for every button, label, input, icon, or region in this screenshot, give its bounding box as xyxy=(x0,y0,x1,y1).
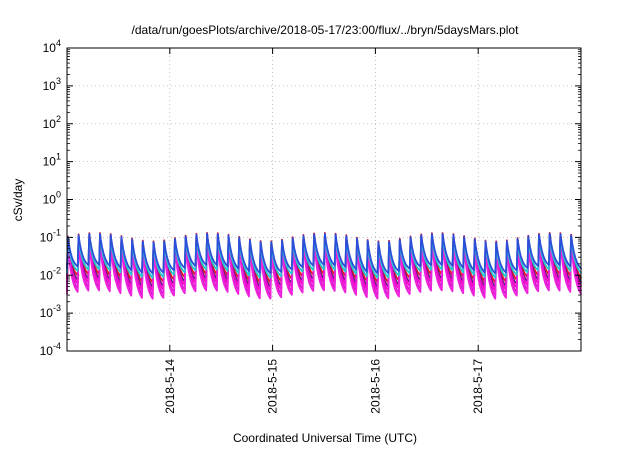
y-tick-label: 103 xyxy=(43,76,61,93)
y-tick-label: 10-1 xyxy=(40,227,61,244)
grid-layer xyxy=(67,48,581,351)
x-tick-label: 2018-5-14 xyxy=(163,359,177,414)
x-tick-label: 2018-5-15 xyxy=(266,359,280,414)
x-axis-title: Coordinated Universal Time (UTC) xyxy=(233,431,417,445)
series-layer xyxy=(66,232,582,300)
y-axis-title: cSv/day xyxy=(11,179,25,222)
y-tick-label: 101 xyxy=(43,152,61,169)
x-tick-label: 2018-5-16 xyxy=(368,359,382,414)
chart-title: /data/run/goesPlots/archive/2018-05-17/2… xyxy=(132,23,520,37)
x-tick-label: 2018-5-17 xyxy=(471,359,485,414)
y-tick-label: 10-3 xyxy=(40,303,61,320)
series-line xyxy=(66,232,582,275)
y-tick-label: 100 xyxy=(43,190,61,207)
series-line xyxy=(66,241,582,300)
y-tick-label: 10-4 xyxy=(40,341,61,358)
label-layer: 10-4 10-3 10-2 10-1 100 101 102 103 104 2018-5-14… xyxy=(40,38,486,414)
y-tick-label: 104 xyxy=(43,38,61,55)
y-tick-label: 102 xyxy=(43,114,61,131)
series-line xyxy=(66,235,582,279)
y-tick-label: 10-2 xyxy=(40,265,61,282)
tick-layer xyxy=(67,47,581,352)
